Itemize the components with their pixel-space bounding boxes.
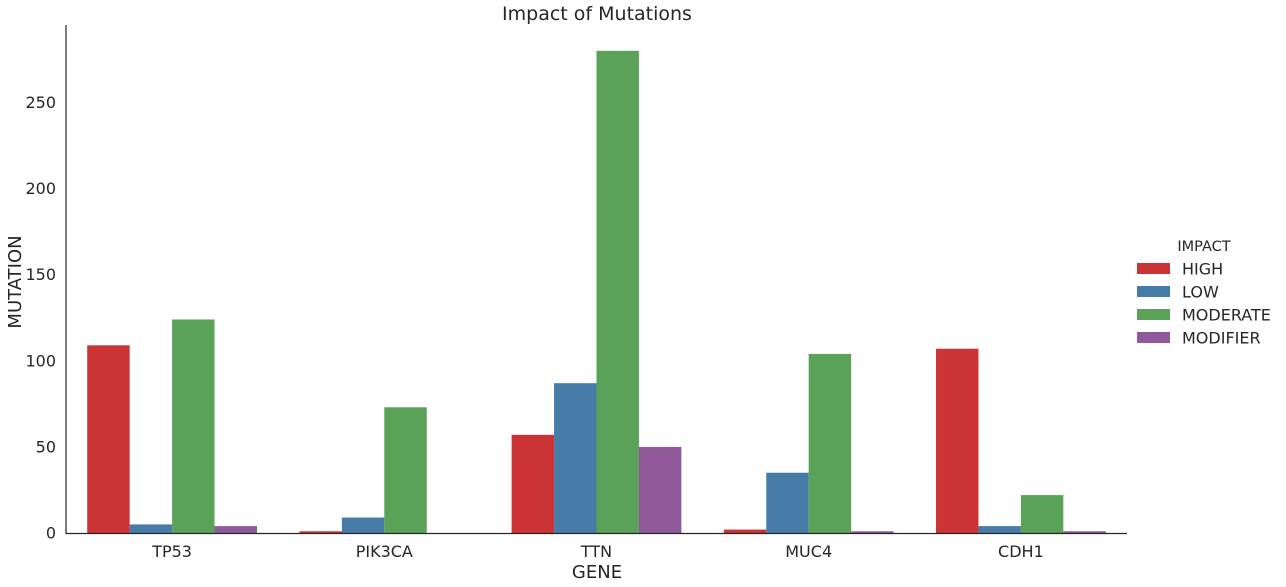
bar-cdh1-modifier <box>1063 531 1106 533</box>
legend-swatch-moderate <box>1137 309 1170 320</box>
y-tick-label: 200 <box>25 179 56 198</box>
bar-cdh1-low <box>978 526 1021 533</box>
bar-pik3ca-moderate <box>384 407 427 533</box>
legend-label-moderate: MODERATE <box>1182 306 1271 325</box>
chart-title: Impact of Mutations <box>502 3 692 25</box>
bar-tp53-high <box>87 345 130 533</box>
bar-ttn-high <box>511 434 555 533</box>
bar-muc4-moderate <box>808 353 852 533</box>
bar-pik3ca-low <box>341 517 385 533</box>
legend-label-high: HIGH <box>1182 260 1223 279</box>
y-tick-label: 250 <box>25 93 56 112</box>
y-tick-label: 150 <box>25 265 56 284</box>
y-axis-label: MUTATION <box>5 235 26 328</box>
bar-cdh1-high <box>936 348 979 533</box>
bar-tp53-low <box>129 524 173 533</box>
x-tick-label-ttn: TTN <box>580 542 612 561</box>
x-tick-label-muc4: MUC4 <box>785 542 832 561</box>
legend-label-low: LOW <box>1182 283 1219 302</box>
bar-cdh1-moderate <box>1020 495 1064 533</box>
x-axis-label: GENE <box>572 562 622 583</box>
bar-ttn-low <box>554 383 597 533</box>
bar-muc4-high <box>723 529 767 533</box>
bar-muc4-low <box>766 472 809 533</box>
bar-tp53-modifier <box>214 526 257 533</box>
y-tick-label: 0 <box>46 524 56 543</box>
legend-label-modifier: MODIFIER <box>1182 329 1261 348</box>
x-tick-label-tp53: TP53 <box>151 542 192 561</box>
legend-swatch-low <box>1137 286 1170 297</box>
legend-title: IMPACT <box>1177 239 1230 255</box>
bars-group <box>87 50 1106 533</box>
bar-ttn-moderate <box>596 50 639 533</box>
y-ticks-group: 0 50 100 150 200 250 <box>25 93 56 543</box>
x-tick-label-pik3ca: PIK3CA <box>356 542 413 561</box>
bar-ttn-modifier <box>638 446 682 533</box>
legend-swatch-modifier <box>1137 332 1170 343</box>
y-tick-label: 100 <box>25 351 56 370</box>
bar-pik3ca-high <box>299 531 342 533</box>
x-tick-label-cdh1: CDH1 <box>998 542 1044 561</box>
bar-tp53-moderate <box>172 319 215 533</box>
x-ticks-group: TP53 PIK3CA TTN MUC4 CDH1 <box>151 542 1044 561</box>
bar-muc4-modifier <box>851 531 894 533</box>
y-tick-label: 50 <box>36 437 56 456</box>
legend-swatch-high <box>1137 263 1170 274</box>
legend: IMPACT HIGH LOW MODERATE MODIFIER <box>1137 239 1271 348</box>
